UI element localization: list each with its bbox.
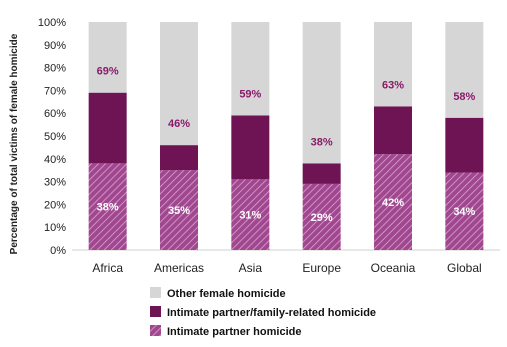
bar-other bbox=[374, 22, 412, 107]
bar-other bbox=[445, 22, 484, 118]
bar-intimate-partner bbox=[88, 163, 127, 250]
bar-intimate-partner bbox=[302, 183, 341, 250]
bar-family-related bbox=[160, 145, 198, 171]
bar-other bbox=[88, 22, 127, 93]
bar-other bbox=[302, 22, 341, 164]
inner-label: 29% bbox=[311, 212, 333, 224]
bar-intimate-partner bbox=[231, 179, 270, 250]
y-tick-label: 0% bbox=[50, 245, 66, 257]
legend-swatch bbox=[150, 325, 161, 336]
y-tick-label: 30% bbox=[44, 177, 66, 189]
legend-label: Other female homicide bbox=[167, 288, 286, 300]
bar-family-related bbox=[445, 117, 484, 173]
total-label: 69% bbox=[97, 66, 119, 78]
y-axis-title: Percentage of total victims of female ho… bbox=[9, 33, 20, 254]
inner-label: 31% bbox=[239, 210, 261, 222]
x-tick-label: Africa bbox=[92, 261, 123, 275]
bar-other bbox=[231, 22, 270, 116]
bar-intimate-partner bbox=[160, 170, 198, 250]
bar-family-related bbox=[302, 163, 341, 184]
x-tick-label: Global bbox=[447, 261, 482, 275]
legend-swatch bbox=[150, 306, 161, 317]
total-label: 38% bbox=[311, 136, 333, 148]
x-tick-label: Europe bbox=[302, 261, 341, 275]
bar-family-related bbox=[231, 115, 270, 180]
inner-label: 35% bbox=[168, 205, 190, 217]
inner-label: 42% bbox=[382, 197, 404, 209]
bar-other bbox=[160, 22, 198, 146]
y-tick-label: 50% bbox=[44, 131, 66, 143]
legend-swatch bbox=[150, 287, 161, 298]
x-tick-label: Asia bbox=[239, 261, 263, 275]
inner-label: 38% bbox=[97, 202, 119, 214]
inner-label: 34% bbox=[453, 206, 475, 218]
bar-intimate-partner bbox=[374, 154, 412, 250]
total-label: 63% bbox=[382, 79, 404, 91]
y-tick-label: 100% bbox=[38, 17, 66, 29]
total-label: 59% bbox=[239, 88, 261, 100]
bar-intimate-partner bbox=[445, 172, 484, 250]
y-tick-label: 90% bbox=[44, 40, 66, 52]
bar-family-related bbox=[374, 106, 412, 155]
y-tick-label: 80% bbox=[44, 63, 66, 75]
y-tick-label: 60% bbox=[44, 108, 66, 120]
y-tick-label: 40% bbox=[44, 154, 66, 166]
y-tick-label: 10% bbox=[44, 222, 66, 234]
x-tick-label: Oceania bbox=[371, 261, 416, 275]
y-tick-label: 20% bbox=[44, 199, 66, 211]
y-tick-label: 70% bbox=[44, 85, 66, 97]
legend-label: Intimate partner homicide bbox=[167, 326, 301, 338]
total-label: 46% bbox=[168, 118, 190, 130]
legend-label: Intimate partner/family-related homicide bbox=[167, 307, 376, 319]
bar-family-related bbox=[88, 92, 127, 164]
x-tick-label: Americas bbox=[154, 261, 204, 275]
total-label: 58% bbox=[453, 91, 475, 103]
